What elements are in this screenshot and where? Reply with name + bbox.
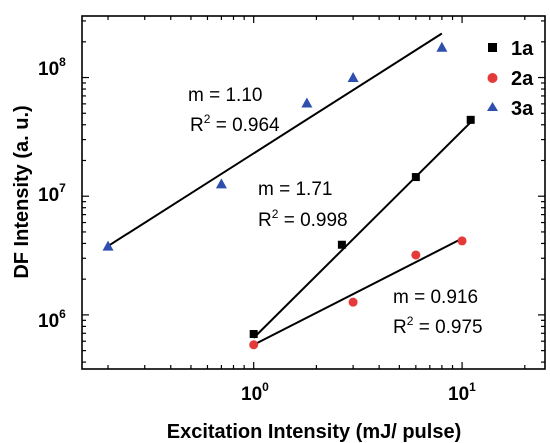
legend-marker-1a	[488, 43, 497, 52]
legend-label-3a: 3a	[511, 98, 534, 120]
y-axis-label: DF Intensity (a. u.)	[11, 105, 33, 278]
data-point-2a	[249, 340, 259, 350]
x-tick-label: 101	[448, 380, 476, 405]
slope-annotation-1a: m = 1.71	[258, 179, 332, 200]
data-markers	[102, 41, 475, 350]
r2-annotation-1a: R2 = 0.998	[258, 207, 348, 231]
r2-annotation-3a: R2 = 0.964	[190, 112, 280, 136]
data-point-3a	[436, 41, 448, 52]
x-axis-label: Excitation Intensity (mJ/ pulse)	[167, 421, 462, 443]
data-point-3a	[301, 97, 313, 108]
fit-line-2a	[253, 237, 463, 346]
legend-label-2a: 2a	[511, 68, 534, 90]
fit-line-3a	[107, 32, 443, 247]
slope-annotation-3a: m = 1.10	[188, 85, 262, 106]
x-tick-label: 100	[241, 380, 269, 405]
data-point-2a	[411, 250, 421, 260]
r2-annotation-2a: R2 = 0.975	[393, 314, 483, 338]
data-point-1a	[411, 173, 420, 182]
legend-marker-3a	[487, 102, 498, 111]
fit-lines	[107, 32, 472, 346]
data-point-1a	[337, 240, 346, 249]
y-tick-label: 107	[38, 181, 66, 206]
data-point-3a	[215, 178, 227, 189]
data-point-3a	[102, 240, 114, 251]
data-point-3a	[347, 72, 359, 83]
y-tick-label: 106	[38, 307, 66, 332]
legend-label-1a: 1a	[511, 38, 534, 60]
fit-line-1a	[252, 121, 472, 339]
data-point-2a	[457, 236, 467, 246]
y-tick-label: 108	[38, 55, 66, 80]
data-point-1a	[466, 115, 475, 124]
plot-frame	[81, 15, 546, 370]
data-point-2a	[348, 297, 358, 307]
data-point-1a	[249, 330, 258, 339]
tick-marks	[82, 16, 545, 369]
slope-annotation-2a: m = 0.916	[393, 287, 478, 308]
legend: 1a 2a 3a	[487, 38, 534, 120]
legend-marker-2a	[487, 73, 498, 83]
